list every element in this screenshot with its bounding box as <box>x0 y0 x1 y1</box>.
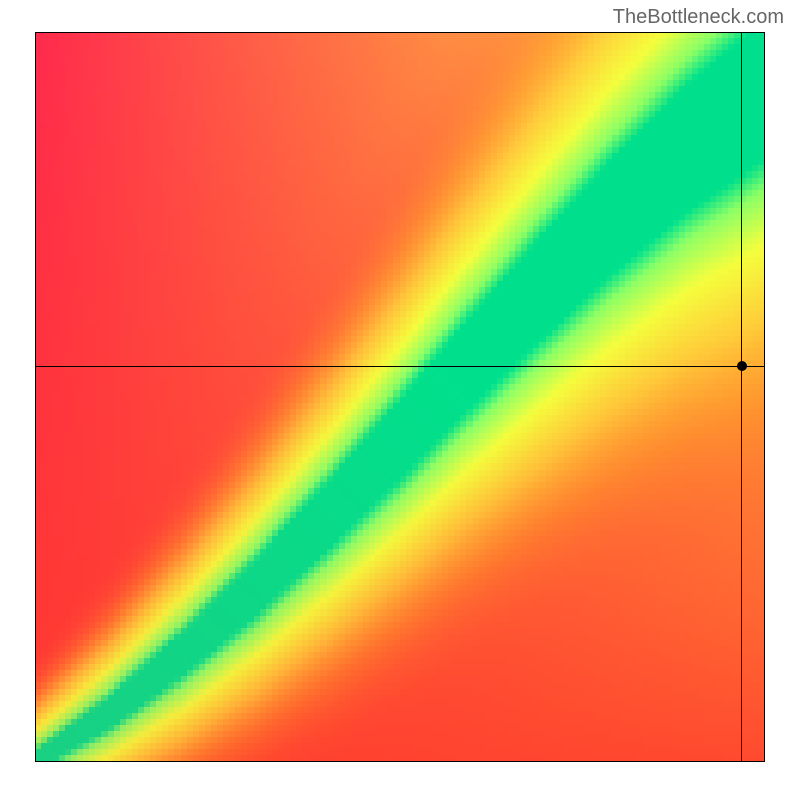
crosshair-marker <box>737 361 747 371</box>
heatmap-canvas <box>35 32 765 762</box>
chart-container: TheBottleneck.com <box>0 0 800 800</box>
crosshair-vertical <box>741 32 742 762</box>
plot-area <box>35 32 765 762</box>
crosshair-horizontal <box>35 366 765 367</box>
watermark-text: TheBottleneck.com <box>613 6 784 29</box>
